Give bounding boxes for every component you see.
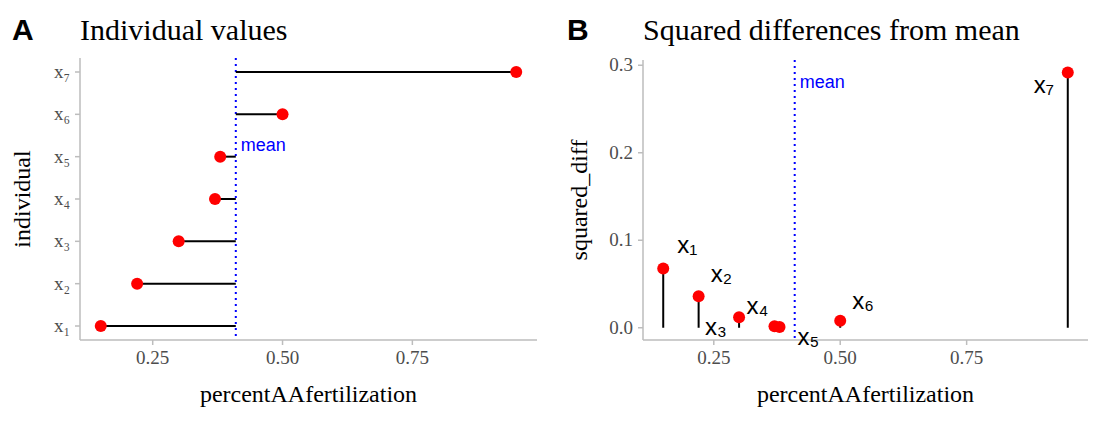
panel-letter: B bbox=[567, 13, 589, 46]
segment bbox=[236, 71, 516, 73]
mean-label: mean bbox=[241, 135, 286, 155]
x-tick bbox=[412, 340, 414, 345]
y-tick bbox=[75, 114, 80, 116]
y-tick-label: x₂ bbox=[54, 273, 70, 294]
segment bbox=[236, 113, 283, 115]
point-label: x₄ bbox=[746, 292, 768, 319]
y-tick bbox=[75, 241, 80, 243]
point bbox=[95, 320, 107, 332]
segment bbox=[179, 240, 236, 242]
point-label: x₂ bbox=[711, 260, 732, 287]
stem bbox=[662, 269, 664, 328]
y-tick-label: x₃ bbox=[54, 230, 70, 251]
mean-line bbox=[794, 60, 796, 340]
point bbox=[131, 278, 143, 290]
y-axis-title: squared_diff bbox=[566, 140, 592, 261]
x-axis-title: percentAAfertilization bbox=[757, 381, 974, 407]
y-tick-label: x₆ bbox=[54, 103, 70, 124]
point bbox=[277, 108, 289, 120]
point bbox=[209, 193, 221, 205]
x-axis-line bbox=[80, 339, 537, 341]
plot-marks bbox=[657, 60, 1074, 340]
point bbox=[1062, 67, 1074, 79]
segment bbox=[101, 325, 236, 327]
point bbox=[214, 151, 226, 163]
y-tick bbox=[638, 327, 643, 329]
y-tick-label: x₅ bbox=[54, 146, 70, 167]
y-tick bbox=[75, 156, 80, 158]
stem bbox=[1067, 73, 1069, 328]
y-tick-label: 0.2 bbox=[609, 142, 633, 163]
point bbox=[173, 235, 185, 247]
point-label: x₁ bbox=[677, 231, 697, 258]
x-tick bbox=[713, 340, 715, 345]
y-tick-label: x₁ bbox=[54, 315, 70, 336]
y-tick bbox=[638, 240, 643, 242]
y-tick bbox=[638, 152, 643, 154]
x-tick bbox=[966, 340, 968, 345]
mean-label: mean bbox=[800, 72, 845, 92]
x-axis-title: percentAAfertilization bbox=[200, 381, 417, 407]
point-label: x₃ bbox=[705, 313, 727, 340]
x-tick-label: 0.25 bbox=[136, 347, 169, 368]
y-tick bbox=[75, 325, 80, 327]
title: Individual values bbox=[80, 13, 287, 46]
x-tick bbox=[839, 340, 841, 345]
point bbox=[774, 321, 786, 333]
x-tick-label: 0.75 bbox=[396, 347, 429, 368]
x-tick-label: 0.25 bbox=[697, 347, 730, 368]
y-tick bbox=[638, 65, 643, 67]
point bbox=[834, 315, 846, 327]
x-tick bbox=[152, 340, 154, 345]
y-tick-label: 0.3 bbox=[609, 54, 633, 75]
point-label: x₇ bbox=[1034, 71, 1054, 98]
plot-marks bbox=[95, 58, 522, 340]
point bbox=[693, 290, 705, 302]
title: Squared differences from mean bbox=[643, 13, 1020, 46]
y-tick-label: x₄ bbox=[54, 188, 70, 209]
y-tick bbox=[75, 71, 80, 73]
point bbox=[510, 66, 522, 78]
x-tick-label: 0.75 bbox=[950, 347, 983, 368]
figure: A Individual values 0.25 0.50 0.75 x₁ x₂ x₃ x₄ x₅… bbox=[0, 0, 1104, 422]
y-tick-label: 0.0 bbox=[609, 317, 633, 338]
y-axis-title: individual bbox=[9, 150, 35, 248]
y-axis-line bbox=[642, 60, 644, 340]
point-label: x₆ bbox=[852, 287, 874, 314]
y-tick-label: x₇ bbox=[54, 61, 70, 82]
y-tick bbox=[75, 198, 80, 200]
x-tick-label: 0.50 bbox=[266, 347, 299, 368]
segment bbox=[137, 283, 236, 285]
x-tick-label: 0.50 bbox=[824, 347, 857, 368]
point bbox=[657, 263, 669, 275]
point bbox=[733, 311, 745, 323]
x-tick bbox=[282, 340, 284, 345]
y-tick-label: 0.1 bbox=[609, 229, 633, 250]
point-label: x₅ bbox=[798, 323, 820, 350]
panel-letter: A bbox=[12, 13, 34, 46]
y-tick bbox=[75, 283, 80, 285]
